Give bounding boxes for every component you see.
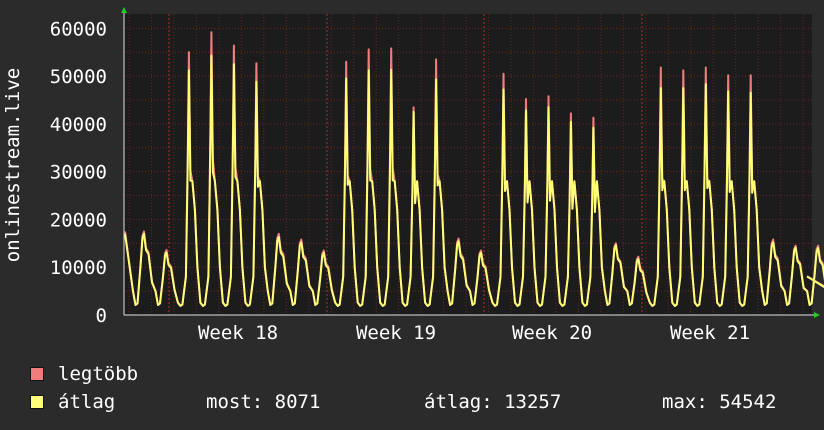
x-tick-label: Week 21 <box>670 322 750 344</box>
y-tick-label: 20000 <box>50 209 107 231</box>
y-tick-label: 60000 <box>50 18 107 40</box>
x-tick-label: Week 20 <box>512 322 592 344</box>
series-atlag-line <box>124 54 824 307</box>
legend-swatch-atlag <box>30 395 44 409</box>
y-tick-label: 0 <box>96 305 107 327</box>
x-tick-label: Week 18 <box>198 322 278 344</box>
stat-max: max: 54542 <box>662 391 777 413</box>
stat-current: most: 8071 <box>206 391 321 413</box>
stat-average: átlag: 13257 <box>424 391 562 413</box>
legend-swatch-legtobb <box>30 367 44 381</box>
y-tick-label: 50000 <box>50 66 107 88</box>
legend-item-atlag: átlag <box>30 390 115 414</box>
y-tick-label: 40000 <box>50 114 107 136</box>
x-axis-arrow <box>814 312 820 318</box>
legend-item-legtobb: legtöbb <box>30 362 138 386</box>
y-tick-label: 30000 <box>50 162 107 184</box>
plot-area <box>124 14 812 315</box>
y-axis-arrow <box>121 7 127 13</box>
y-tick-label: 10000 <box>50 257 107 279</box>
legend-label-legtobb: legtöbb <box>58 363 139 385</box>
chart: 0 10000 20000 30000 40000 50000 60000 Week 18 We… <box>2 7 824 344</box>
x-tick-label: Week 19 <box>356 322 436 344</box>
legend-label-atlag: átlag <box>58 391 116 413</box>
y-axis-title: onlinestream.live <box>2 68 24 262</box>
